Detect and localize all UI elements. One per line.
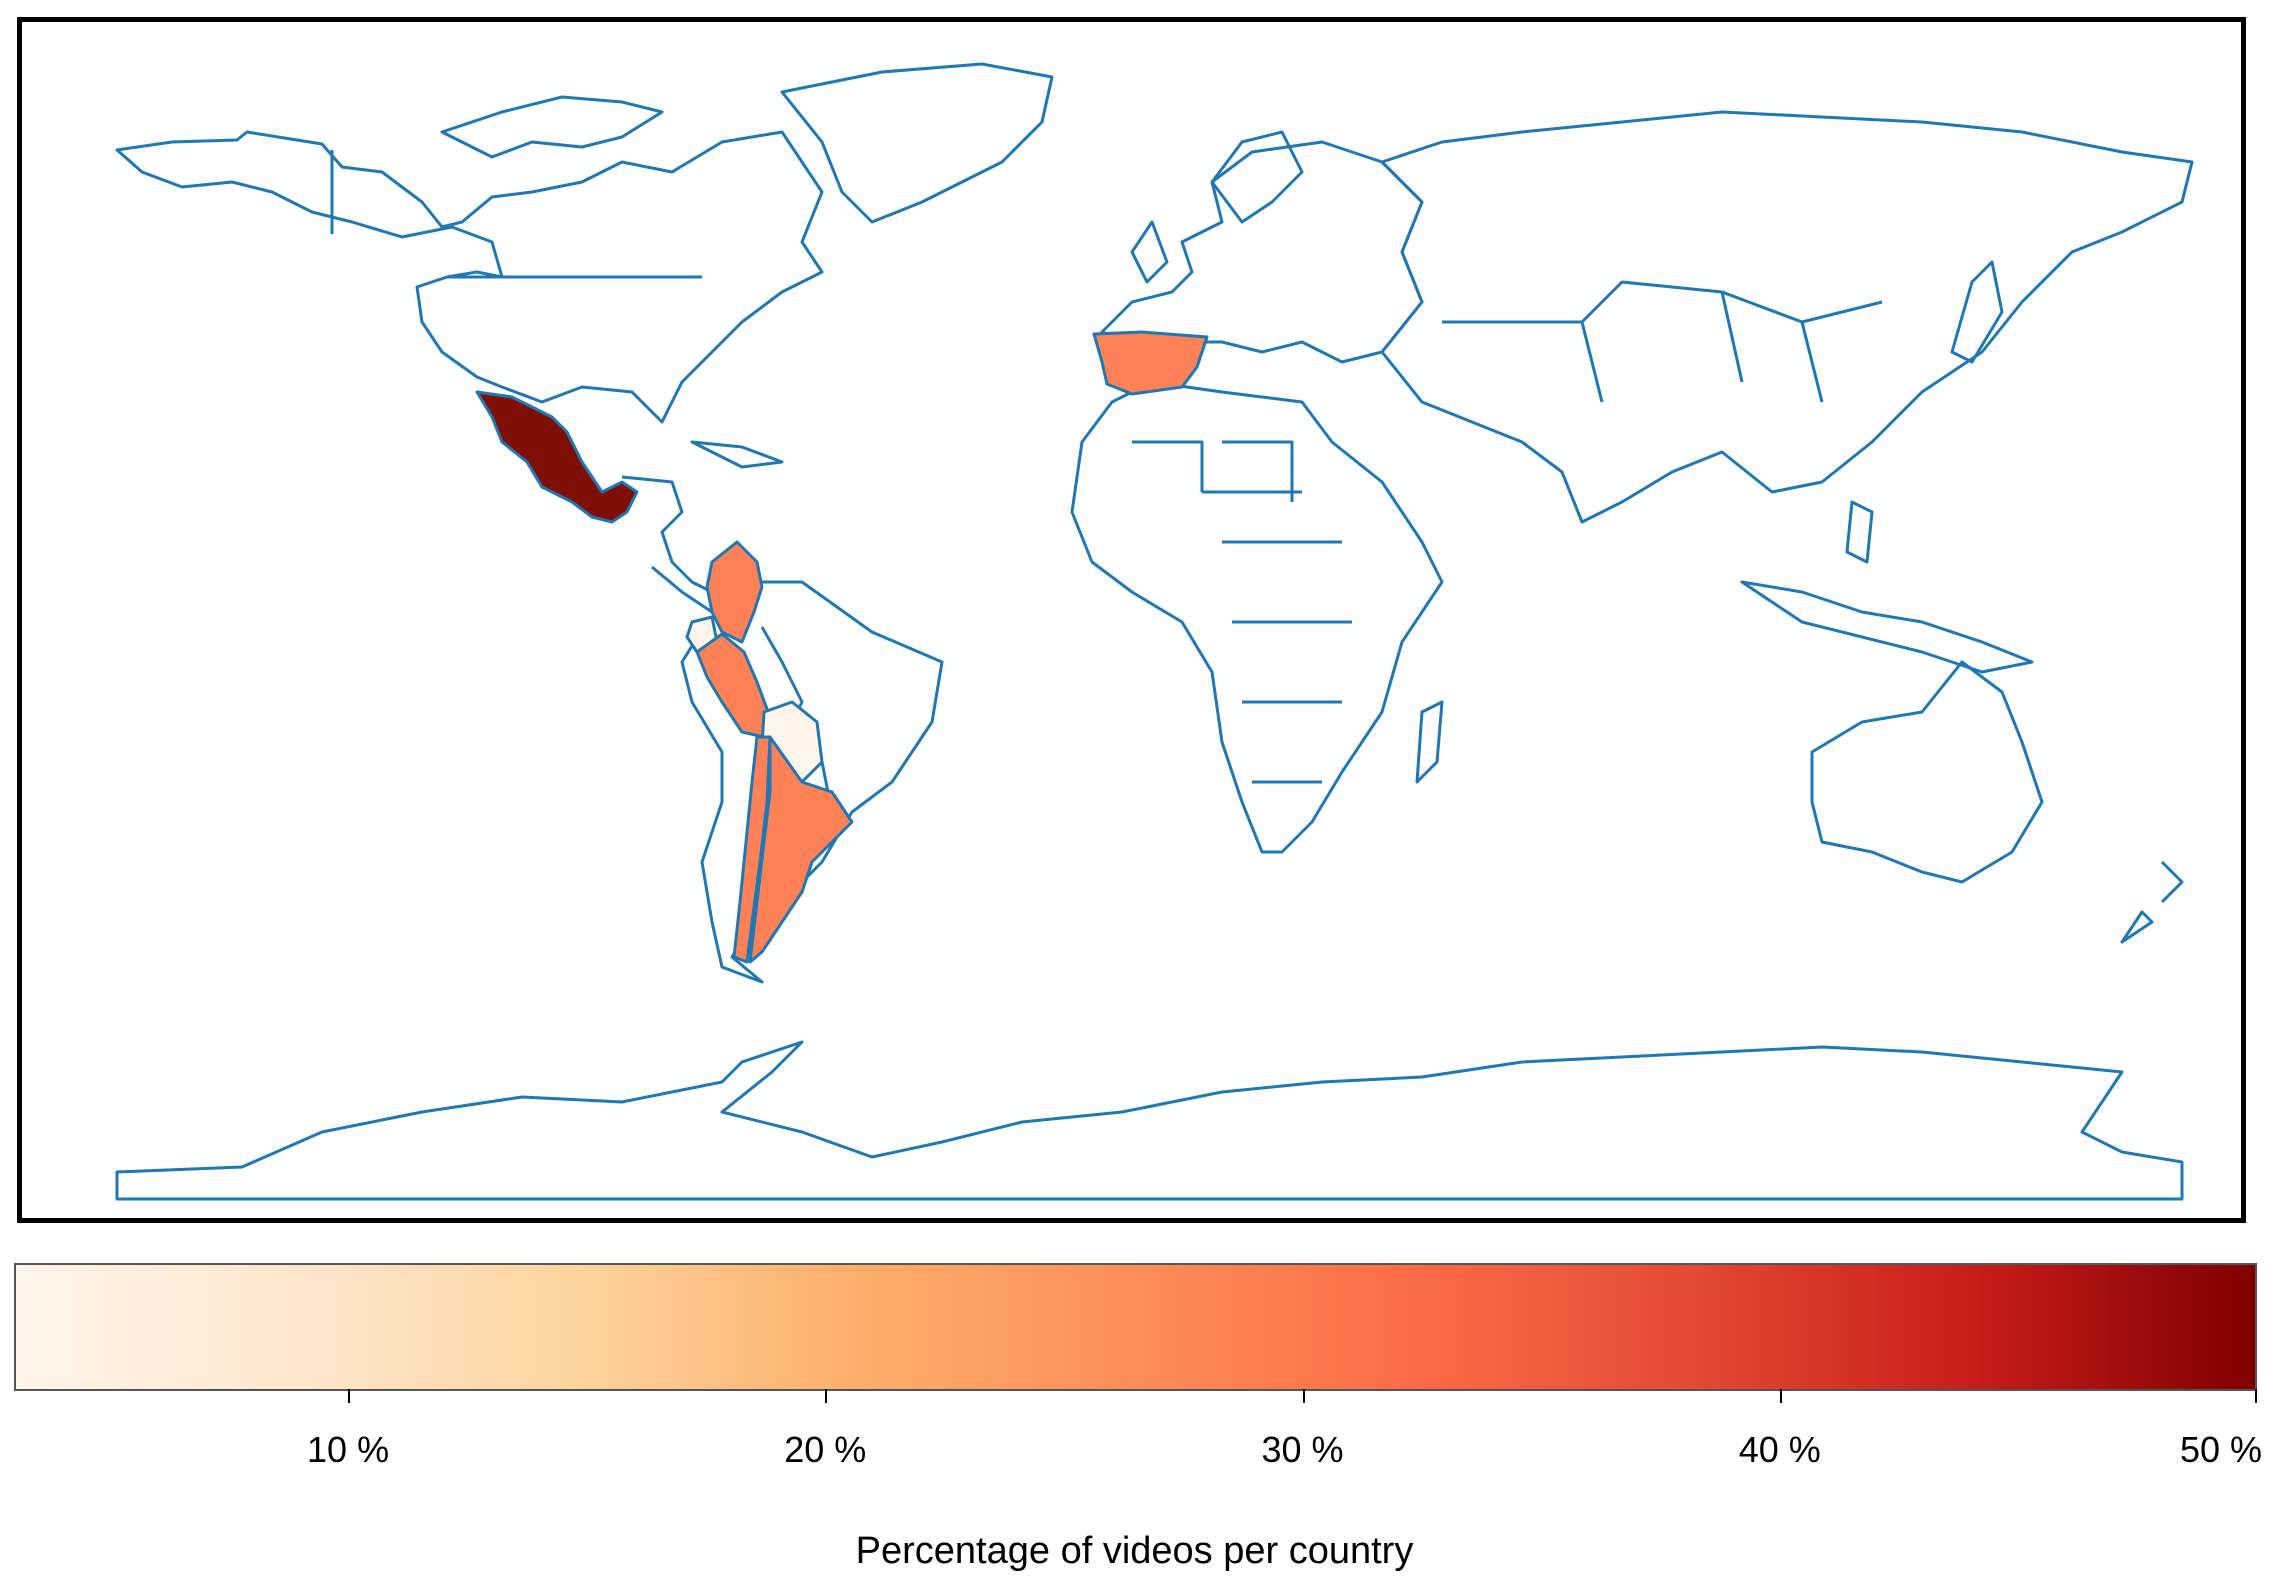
asia-borders [1442, 280, 1883, 403]
new-zealand [2120, 860, 2184, 944]
arctic-islands [440, 95, 664, 159]
colorbar-tick [825, 1389, 828, 1403]
philippines [1845, 500, 1874, 564]
country-mexico [475, 390, 639, 524]
country-spain [1092, 330, 1209, 396]
antarctica [115, 1040, 2184, 1201]
asia-outline [1380, 110, 2194, 524]
colorbar-ticks: 10 % 20 % 30 % 40 % 50 % [14, 1389, 2262, 1470]
colorbar-tick [2255, 1389, 2257, 1403]
africa-borders [1132, 440, 1352, 784]
country-argentina [748, 735, 854, 964]
world-map [115, 62, 2194, 1201]
colorbar-tick-label: 20 % [784, 1429, 867, 1470]
colorbar-tick-label: 30 % [1261, 1429, 1344, 1470]
japan [1950, 260, 2004, 364]
indonesia [1740, 580, 2034, 674]
colorbar-tick [1779, 1389, 1782, 1403]
africa-outline [1070, 380, 1444, 854]
colorbar [14, 1263, 2257, 1391]
colorbar-label: Percentage of videos per country [855, 1530, 1414, 1572]
country-colombia [705, 540, 764, 644]
scandinavia [1210, 130, 1304, 224]
country-chile [732, 735, 772, 964]
country-peru [695, 632, 772, 739]
australia [1810, 660, 2044, 884]
colorbar-tick [1302, 1389, 1305, 1403]
colorbar-tick [348, 1389, 351, 1403]
uk [1130, 220, 1169, 284]
central-america [621, 475, 724, 614]
colorbar-tick-label: 10 % [307, 1429, 390, 1470]
madagascar [1415, 700, 1444, 784]
caribbean [690, 440, 784, 469]
country-usa-canada-outline [115, 130, 824, 424]
colorbar-tick-label: 40 % [1738, 1429, 1821, 1470]
europe-outline [1100, 140, 1424, 364]
greenland [780, 62, 1054, 224]
colorbar-tick-label: 50 % [2179, 1429, 2262, 1470]
map-frame [17, 17, 2246, 1223]
